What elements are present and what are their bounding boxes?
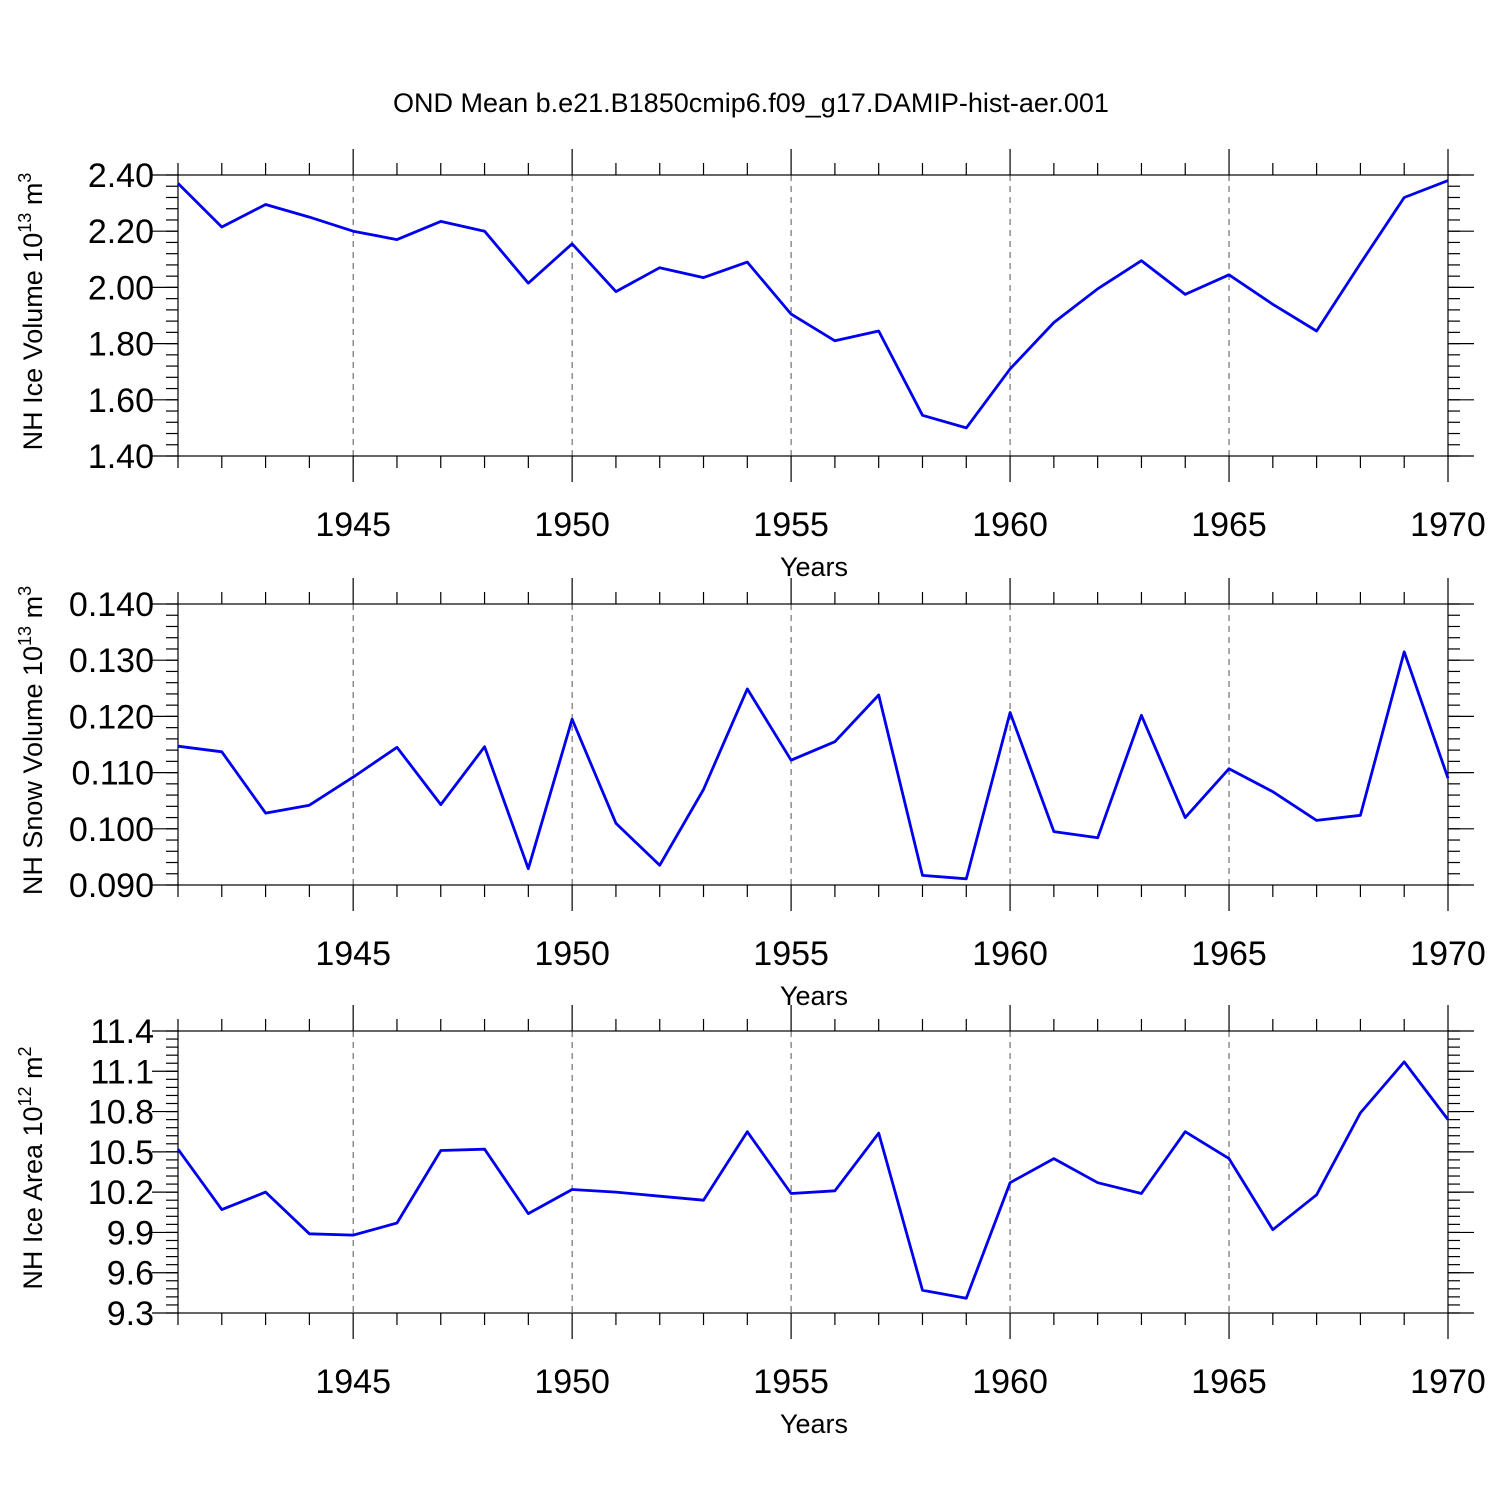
series-line (177, 650, 1450, 881)
x-tick-label: 1955 (753, 1363, 829, 1401)
y-tick-label: 2.40 (88, 157, 154, 195)
plot-frame (177, 174, 1449, 457)
x-tick-label: 1950 (534, 1363, 610, 1401)
x-axis-title: Years (780, 1409, 848, 1439)
x-tick-label: 1945 (315, 1363, 391, 1401)
y-tick-label: 10.8 (88, 1094, 154, 1132)
series-line (177, 179, 1449, 430)
x-tick-label: 1960 (972, 1363, 1048, 1401)
y-tick-label: 0.100 (69, 811, 154, 849)
x-axis-title: Years (780, 552, 848, 582)
y-tick-label: 0.110 (71, 755, 154, 793)
x-tick-label: 1970 (1410, 935, 1486, 973)
y-tick-label: 11.4 (90, 1013, 154, 1051)
y-tick-label: 9.6 (107, 1255, 154, 1293)
y-tick-label: 0.140 (69, 586, 154, 624)
figure-title: OND Mean b.e21.B1850cmip6.f09_g17.DAMIP-… (393, 88, 1109, 118)
x-tick-label: 1955 (753, 935, 829, 973)
y-tick-label: 9.9 (107, 1214, 154, 1252)
x-tick-label: 1950 (534, 935, 610, 973)
x-tick-label: 1965 (1191, 1363, 1267, 1401)
y-tick-label: 0.090 (69, 867, 154, 905)
x-tick-label: 1965 (1191, 506, 1267, 544)
y-tick-label: 1.60 (88, 382, 154, 420)
y-tick-label: 1.40 (88, 438, 154, 476)
x-tick-label: 1970 (1410, 506, 1486, 544)
panel-ice-volume: 1.40 1.60 1.80 2.00 2.20 2.40 1945 1950 1955 1960… (15, 149, 1486, 582)
y-tick-label: 10.5 (88, 1134, 154, 1172)
y-tick-label: 0.120 (69, 698, 154, 736)
x-tick-label: 1960 (972, 506, 1048, 544)
y-tick-label: 0.130 (69, 642, 154, 680)
y-tick-label: 2.20 (88, 213, 154, 251)
x-tick-label: 1945 (315, 506, 391, 544)
y-axis-title: NH Ice Area 1012 m2 (15, 1046, 48, 1289)
y-axis-title: NH Snow Volume 1013 m3 (15, 586, 48, 895)
x-tick-label: 1945 (315, 935, 391, 973)
y-tick-label: 11.1 (90, 1053, 154, 1091)
y-tick-label: 9.3 (107, 1295, 154, 1333)
y-tick-label: 1.80 (88, 326, 154, 364)
x-axis-title: Years (780, 981, 848, 1011)
plot-frame (177, 1030, 1449, 1314)
plot-frame (177, 603, 1449, 886)
x-tick-label: 1965 (1191, 935, 1267, 973)
x-tick-label: 1955 (753, 506, 829, 544)
x-tick-label: 1960 (972, 935, 1048, 973)
panel-ice-area: 9.39.69.910.210.510.811.111.4 1945 1950 195… (15, 1005, 1486, 1439)
y-tick-label: 10.2 (88, 1174, 154, 1212)
panel-snow-volume: 0.090 0.100 0.110 0.120 0.130 0.140 1945 1950 19… (15, 578, 1486, 1011)
y-axis-title: NH Ice Volume 1013 m3 (15, 173, 48, 451)
x-tick-label: 1950 (534, 506, 610, 544)
y-tick-label: 2.00 (88, 269, 154, 307)
series-line (176, 1060, 1450, 1300)
x-tick-label: 1970 (1410, 1363, 1486, 1401)
